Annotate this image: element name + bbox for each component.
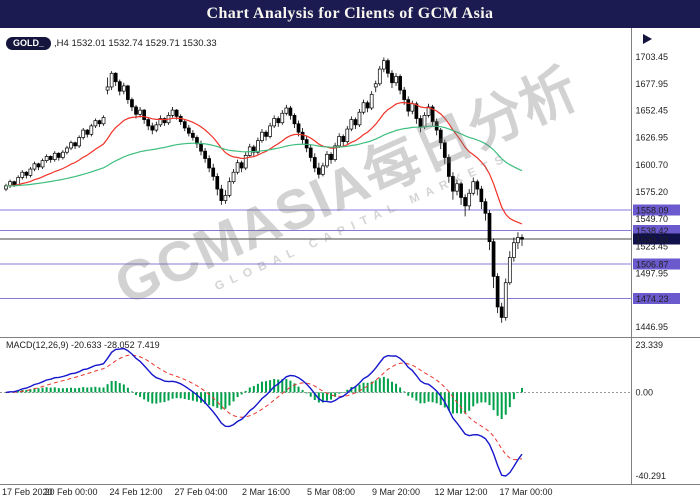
svg-text:2 Mar 16:00: 2 Mar 16:00 <box>242 487 290 497</box>
svg-text:-40.291: -40.291 <box>636 471 667 481</box>
svg-text:1549.70: 1549.70 <box>636 214 669 224</box>
svg-text:12 Mar 12:00: 12 Mar 12:00 <box>435 487 488 497</box>
svg-text:0.00: 0.00 <box>636 387 654 397</box>
svg-text:20 Feb 00:00: 20 Feb 00:00 <box>44 487 97 497</box>
macd-histogram <box>5 376 523 419</box>
scroll-to-latest-icon[interactable] <box>643 34 652 44</box>
svg-text:1575.20: 1575.20 <box>636 187 669 197</box>
svg-text:17 Mar 00:00: 17 Mar 00:00 <box>500 487 553 497</box>
svg-text:27 Feb 04:00: 27 Feb 04:00 <box>175 487 228 497</box>
svg-text:1558.09: 1558.09 <box>636 206 669 216</box>
macd-main-line <box>5 347 523 477</box>
svg-text:1506.87: 1506.87 <box>636 259 669 269</box>
svg-text:1497.95: 1497.95 <box>636 268 669 278</box>
svg-text:MACD(12,26,9) -20.633 -28.052: MACD(12,26,9) -20.633 -28.052 7.419 <box>6 340 160 350</box>
macd-lines <box>5 347 523 477</box>
svg-text:24 Feb 12:00: 24 Feb 12:00 <box>109 487 162 497</box>
macd-axis-labels: 23.339 0.00 -40.291 <box>636 340 667 481</box>
moving-averages <box>5 101 523 225</box>
svg-text:1530.33: 1530.33 <box>636 235 669 245</box>
slow-ma-green <box>5 125 523 187</box>
svg-text:5 Mar 08:00: 5 Mar 08:00 <box>307 487 355 497</box>
svg-text:1626.95: 1626.95 <box>636 133 669 143</box>
svg-text:1446.95: 1446.95 <box>636 322 669 332</box>
svg-text:23.339: 23.339 <box>636 340 664 350</box>
svg-text:9 Mar 20:00: 9 Mar 20:00 <box>372 487 420 497</box>
svg-text:1538.42: 1538.42 <box>636 226 669 236</box>
candlesticks <box>4 57 524 323</box>
svg-text:1652.45: 1652.45 <box>636 106 669 116</box>
svg-text:1474.23: 1474.23 <box>636 294 669 304</box>
fast-ma-red <box>5 101 523 225</box>
page-title: Chart Analysis for Clients of GCM Asia <box>206 5 494 22</box>
svg-text:1600.70: 1600.70 <box>636 160 669 170</box>
price-axis-labels: 1703.45 1677.95 1652.45 1626.95 1600.70 1575.… <box>636 52 669 332</box>
svg-text:1523.45: 1523.45 <box>636 241 669 251</box>
quote-bar: GOLD_ ,H4 1532.01 1532.74 1529.71 1530.3… <box>6 37 217 50</box>
macd-indicator-label: MACD(12,26,9) -20.633 -28.052 7.419 <box>6 340 160 350</box>
symbol-badge: GOLD_ <box>6 37 52 50</box>
svg-text:1703.45: 1703.45 <box>636 52 669 62</box>
price-macd-chart[interactable]: 1703.45 1677.95 1652.45 1626.95 1600.70 1575.… <box>0 28 700 500</box>
ohlc-values: ,H4 1532.01 1532.74 1529.71 1530.33 <box>54 38 217 49</box>
chart-frame <box>0 28 700 485</box>
svg-text:17 Feb 2020: 17 Feb 2020 <box>2 487 53 497</box>
title-banner: Chart Analysis for Clients of GCM Asia <box>0 0 700 28</box>
level-lines <box>0 209 632 299</box>
chart-window: 1703.45 1677.95 1652.45 1626.95 1600.70 1575.… <box>0 28 700 500</box>
svg-text:1677.95: 1677.95 <box>636 79 669 89</box>
